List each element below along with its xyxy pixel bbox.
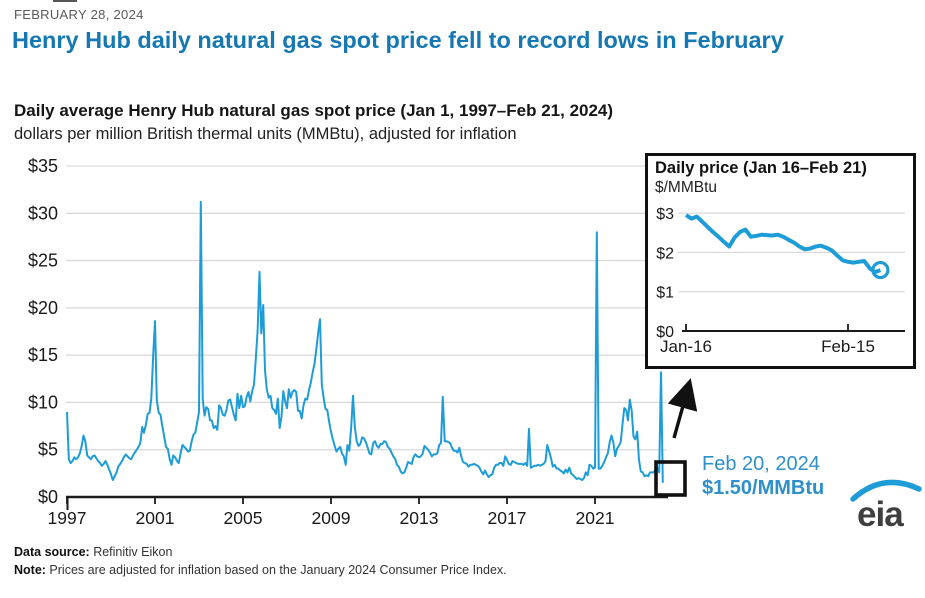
note-line: Note: Prices are adjusted for inflation … <box>14 561 507 579</box>
inset-x-axis-label: Feb-15 <box>821 337 875 356</box>
inset-title: Daily price (Jan 16–Feb 21) <box>655 159 867 177</box>
x-axis-label: 1997 <box>48 508 87 528</box>
y-axis-label: $35 <box>28 156 58 176</box>
y-axis-label: $5 <box>38 440 58 460</box>
annotation-arrow <box>667 378 698 439</box>
price-line <box>66 200 664 483</box>
publish-date: FEBRUARY 28, 2024 <box>14 7 144 22</box>
inset-end-marker <box>871 260 890 280</box>
y-axis-label: $15 <box>28 345 58 365</box>
chart-heading: Daily average Henry Hub natural gas spot… <box>14 101 614 120</box>
inset-chart: $0 $1 $2 $3 Jan-16 Feb-15 <box>656 206 905 356</box>
y-axis-label: $25 <box>28 251 58 271</box>
inset-price-line <box>684 213 882 275</box>
y-axis-label: $10 <box>28 392 58 412</box>
x-axis-label: 2009 <box>312 508 351 528</box>
inset-unit-label: $/MMBtu <box>655 179 718 196</box>
note-label: Note: <box>14 563 46 577</box>
inset-y-axis-label: $0 <box>656 324 674 341</box>
x-axis-label: 2013 <box>400 508 439 528</box>
eia-logo-arc-icon <box>850 479 922 502</box>
eia-logo: eia <box>845 468 925 543</box>
data-source-label: Data source: <box>14 545 90 559</box>
inset-y-axis-label: $2 <box>656 245 674 262</box>
inset-y-axis-label: $1 <box>656 285 674 302</box>
main-chart: $0 $5 $10 $15 $20 $25 $30 $35 1997 2001 2005 2009 20… <box>28 156 698 528</box>
highlight-box <box>654 460 687 497</box>
chart-subtitle: dollars per million British thermal unit… <box>14 125 517 143</box>
x-axis-label: 2017 <box>488 508 527 528</box>
inset-x-axis-label: Jan-16 <box>660 337 712 356</box>
y-axis-label: $20 <box>28 298 58 318</box>
data-source-line: Data source: Refinitiv Eikon <box>14 543 507 561</box>
eia-logo-graphic: eia <box>850 479 922 534</box>
data-source-value: Refinitiv Eikon <box>89 545 173 559</box>
top-edge-artifact <box>53 0 77 2</box>
footer-notes: Data source: Refinitiv Eikon Note: Price… <box>14 543 507 579</box>
annotation-price: $1.50/MMBtu <box>702 477 825 499</box>
inset-chart-panel: Daily price (Jan 16–Feb 21) $/MMBtu $0 $1… <box>645 153 916 369</box>
article-title: Henry Hub daily natural gas spot price f… <box>12 27 784 53</box>
y-axis-label: $0 <box>38 487 58 507</box>
x-axis-label: 2021 <box>576 508 615 528</box>
x-axis-label: 2005 <box>224 508 263 528</box>
price-annotation: Feb 20, 2024 $1.50/MMBtu <box>702 452 824 500</box>
x-axis-label: 2001 <box>136 508 175 528</box>
y-axis-label: $30 <box>28 203 58 223</box>
eia-logo-text: eia <box>857 495 904 534</box>
inset-y-axis-label: $3 <box>656 206 674 223</box>
note-value: Prices are adjusted for inflation based … <box>45 563 507 577</box>
annotation-date: Feb 20, 2024 <box>702 453 820 475</box>
